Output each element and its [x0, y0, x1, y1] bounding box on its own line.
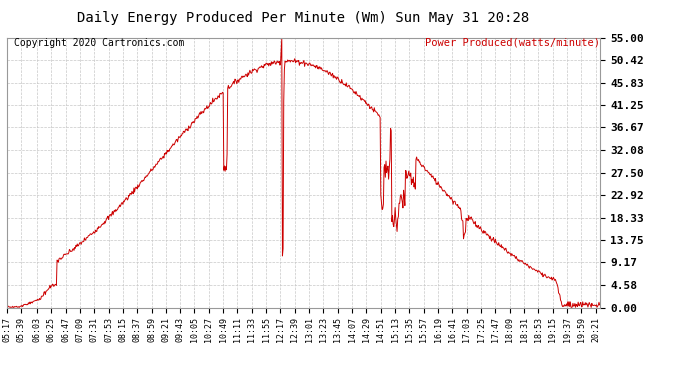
Text: Copyright 2020 Cartronics.com: Copyright 2020 Cartronics.com: [14, 38, 184, 48]
Text: Power Produced(watts/minute): Power Produced(watts/minute): [425, 38, 600, 48]
Text: Daily Energy Produced Per Minute (Wm) Sun May 31 20:28: Daily Energy Produced Per Minute (Wm) Su…: [77, 11, 530, 25]
